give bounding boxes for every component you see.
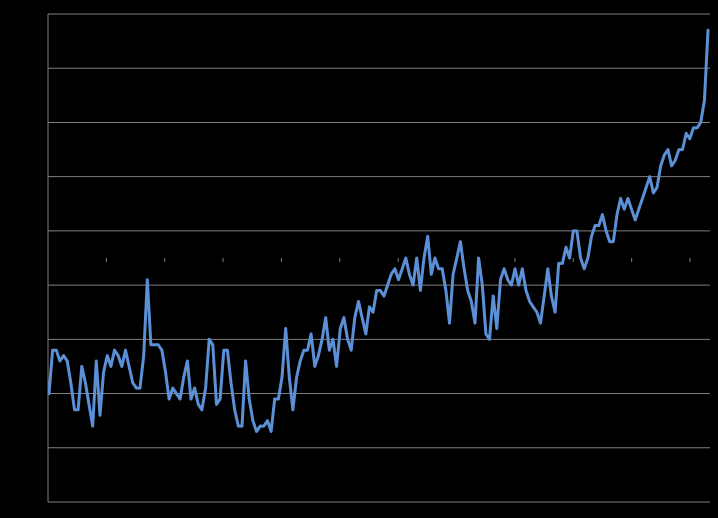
gridlines — [48, 13, 710, 503]
x-axis-ticks — [47, 258, 691, 262]
series-layer — [47, 28, 710, 433]
series-line-0 — [47, 28, 710, 433]
